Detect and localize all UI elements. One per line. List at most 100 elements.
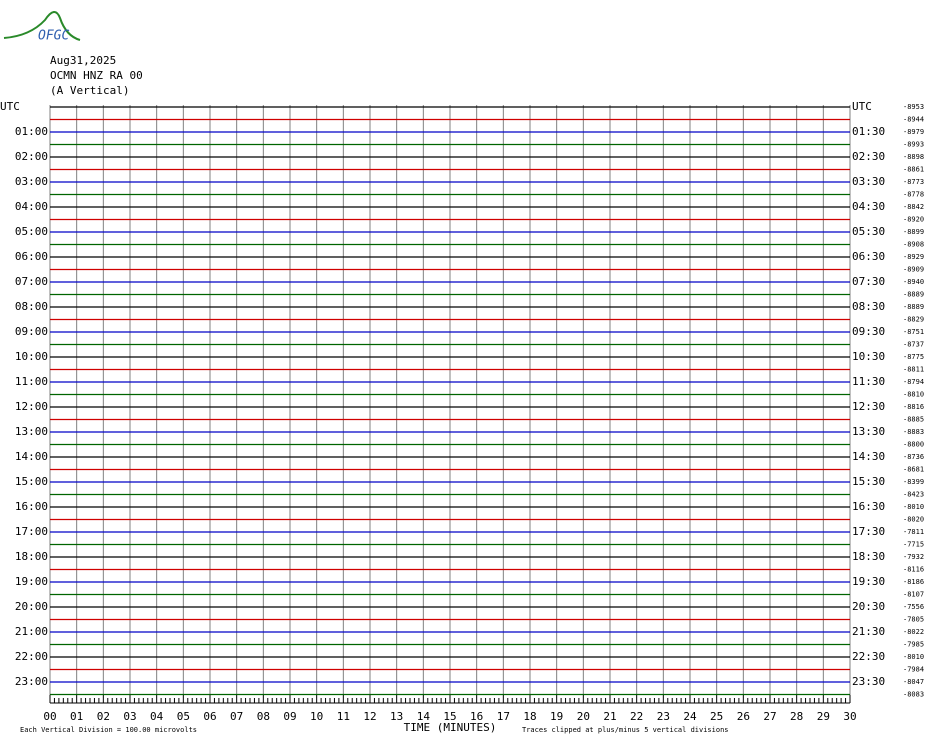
x-tick-label: 29: [817, 710, 830, 723]
x-tick-label: 20: [577, 710, 590, 723]
trace-offset: -8811: [903, 366, 924, 374]
trace-offset: -8775: [903, 353, 924, 361]
x-tick-label: 18: [523, 710, 536, 723]
trace-offset: -8898: [903, 153, 924, 161]
left-time-label: 06:00: [15, 250, 48, 263]
left-time-label: 09:00: [15, 325, 48, 338]
x-tick-label: 24: [683, 710, 697, 723]
header-component: (A Vertical): [50, 84, 129, 97]
right-time-label: 13:30: [852, 425, 885, 438]
right-time-label: 22:30: [852, 650, 885, 663]
trace-offset: -8794: [903, 378, 924, 386]
trace-offset: -8399: [903, 478, 924, 486]
trace-offset: -8022: [903, 628, 924, 636]
header-station: OCMN HNZ RA 00: [50, 69, 143, 82]
right-time-label: 06:30: [852, 250, 885, 263]
x-tick-label: 27: [763, 710, 776, 723]
trace-offset: -8816: [903, 403, 924, 411]
left-time-label: 16:00: [15, 500, 48, 513]
left-time-label: UTC: [0, 100, 20, 113]
trace-offset: -8929: [903, 253, 924, 261]
right-time-label: 12:30: [852, 400, 885, 413]
trace-offset: -8423: [903, 491, 924, 499]
header-date: Aug31,2025: [50, 54, 116, 67]
trace-offset: -8800: [903, 441, 924, 449]
x-tick-label: 04: [150, 710, 164, 723]
x-tick-label: 10: [310, 710, 323, 723]
right-time-label: 16:30: [852, 500, 885, 513]
right-time-label: 01:30: [852, 125, 885, 138]
trace-offset: -7556: [903, 603, 924, 611]
trace-offset: -8885: [903, 416, 924, 424]
left-time-label: 08:00: [15, 300, 48, 313]
left-time-label: 04:00: [15, 200, 48, 213]
trace-offset: -8751: [903, 328, 924, 336]
left-time-label: 01:00: [15, 125, 48, 138]
right-time-label: 21:30: [852, 625, 885, 638]
right-time-label: 15:30: [852, 475, 885, 488]
trace-offset: -7811: [903, 528, 924, 536]
trace-offset: -8861: [903, 166, 924, 174]
trace-offset: -8778: [903, 191, 924, 199]
x-axis-title: TIME (MINUTES): [404, 721, 497, 734]
trace-offset: -8883: [903, 428, 924, 436]
logo-curve: [3, 11, 81, 41]
trace-offset: -8681: [903, 466, 924, 474]
trace-offset: -7984: [903, 666, 924, 674]
trace-offset: -8940: [903, 278, 924, 286]
trace-offset: -7932: [903, 553, 924, 561]
footer-left: Each Vertical Division = 100.00 microvol…: [20, 726, 197, 734]
left-time-label: 17:00: [15, 525, 48, 538]
trace-offset: -8909: [903, 266, 924, 274]
left-time-label: 12:00: [15, 400, 48, 413]
left-time-label: 22:00: [15, 650, 48, 663]
right-time-label: 07:30: [852, 275, 885, 288]
right-time-label: 17:30: [852, 525, 885, 538]
x-tick-label: 23: [657, 710, 670, 723]
trace-offset: -8020: [903, 516, 924, 524]
left-time-label: 19:00: [15, 575, 48, 588]
trace-offset: -8920: [903, 216, 924, 224]
x-tick-label: 15: [443, 710, 456, 723]
x-tick-label: 22: [630, 710, 643, 723]
left-time-label: 02:00: [15, 150, 48, 163]
left-time-label: 13:00: [15, 425, 48, 438]
trace-offset: -8908: [903, 241, 924, 249]
trace-offset: -7715: [903, 541, 924, 549]
x-tick-label: 19: [550, 710, 563, 723]
left-time-label: 03:00: [15, 175, 48, 188]
x-tick-label: 25: [710, 710, 723, 723]
x-tick-label: 07: [230, 710, 243, 723]
trace-offset: -8889: [903, 291, 924, 299]
right-time-label: 09:30: [852, 325, 885, 338]
right-time-label: 11:30: [852, 375, 885, 388]
x-tick-label: 21: [603, 710, 616, 723]
left-time-label: 15:00: [15, 475, 48, 488]
trace-offset: -7805: [903, 616, 924, 624]
right-time-label: 14:30: [852, 450, 885, 463]
left-time-label: 10:00: [15, 350, 48, 363]
trace-offset: -8842: [903, 203, 924, 211]
x-tick-label: 12: [363, 710, 376, 723]
footer-right: Traces clipped at plus/minus 5 vertical …: [522, 726, 729, 734]
trace-offset: -8829: [903, 316, 924, 324]
right-time-label: 05:30: [852, 225, 885, 238]
x-tick-label: 06: [203, 710, 216, 723]
x-tick-label: 30: [843, 710, 856, 723]
trace-offset: -8979: [903, 128, 924, 136]
trace-offset: -8953: [903, 103, 924, 111]
x-tick-label: 05: [177, 710, 190, 723]
left-time-label: 11:00: [15, 375, 48, 388]
x-tick-label: 28: [790, 710, 803, 723]
x-tick-label: 00: [43, 710, 56, 723]
x-tick-label: 17: [497, 710, 510, 723]
trace-offset: -8083: [903, 691, 924, 699]
right-time-label: 19:30: [852, 575, 885, 588]
right-time-label: 23:30: [852, 675, 885, 688]
trace-offset: -8944: [903, 116, 924, 124]
trace-offset: -8010: [903, 653, 924, 661]
trace-offset: -8810: [903, 391, 924, 399]
x-tick-label: 11: [337, 710, 350, 723]
trace-offset: -8993: [903, 141, 924, 149]
